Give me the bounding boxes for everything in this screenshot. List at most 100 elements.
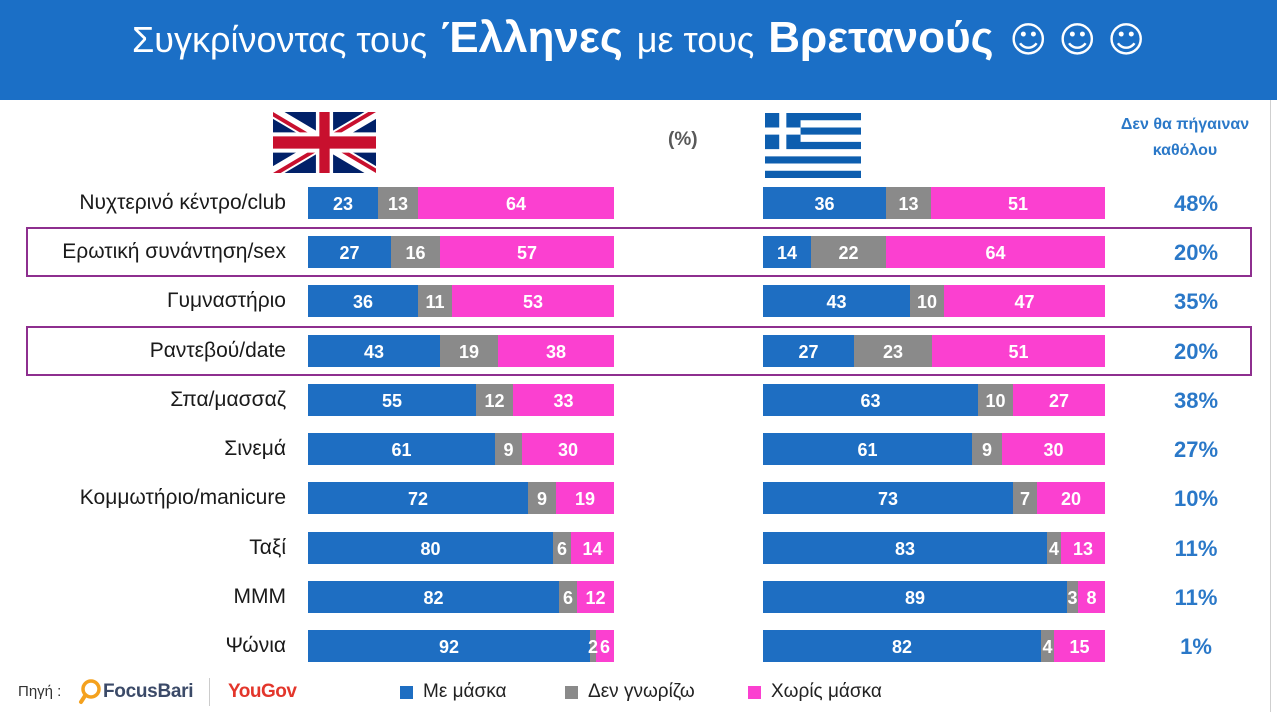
bar-value-label: 64: [505, 194, 527, 214]
bar-value-label: 82: [891, 636, 913, 657]
bar-value-label: 6: [599, 636, 611, 657]
bar-segment: [931, 187, 1105, 219]
stacked-bar-uk: 36 11 53: [308, 285, 614, 318]
yougov-logo: YouGov: [228, 681, 297, 702]
legend-swatch-blue: [400, 685, 413, 699]
bar-value-label: 47: [1014, 292, 1035, 313]
bar-segment: [1047, 531, 1061, 564]
bar-value-label: 12: [484, 390, 505, 411]
side-value: 11%: [1174, 535, 1218, 561]
bar-value-label: 61: [857, 440, 878, 461]
bar-value-label: 57: [516, 243, 538, 264]
bar-value-label: 6: [556, 538, 568, 559]
slide-edge-divider: [1270, 100, 1271, 712]
bar-value-label: 30: [557, 440, 579, 461]
legend-label: Χωρίς μάσκα: [771, 681, 882, 702]
category-label: Νυχτερινό κέντρο/club: [79, 191, 286, 214]
bar-segment: [763, 580, 1067, 613]
legend-item-dont-know: Δεν γνωρίζω: [565, 681, 695, 703]
legend-swatch-pink: [748, 685, 761, 699]
source-label: Πηγή :: [18, 683, 62, 700]
bar-value-label: 72: [407, 489, 429, 510]
category-label: Ψώνια: [225, 633, 286, 657]
bar-value-label: 8: [1086, 587, 1097, 608]
bar-value-label: 9: [503, 440, 514, 461]
bar-value-label: 16: [405, 243, 426, 264]
stacked-bar-greece: 27 23 51: [763, 334, 1105, 367]
category-label: Κομμωτήριο/manicure: [79, 486, 286, 510]
side-value: 1%: [1180, 633, 1212, 659]
side-value: 11%: [1174, 584, 1218, 610]
legend-label: Δεν γνωρίζω: [588, 681, 695, 702]
bar-value-label: 15: [1069, 636, 1090, 657]
bar-segment: [308, 285, 418, 318]
bar-segment: [513, 383, 614, 416]
stacked-bar-greece: 36 13 51: [763, 187, 1105, 219]
side-column-header: Δεν θα πήγαιναν καθόλου: [1100, 112, 1270, 164]
stacked-bar-greece: 73 7 20: [763, 482, 1105, 515]
category-label: Σινεμά: [224, 437, 286, 461]
bar-value-label: 30: [1043, 440, 1064, 461]
bar-value-label: 55: [381, 390, 403, 411]
highlight-box: [26, 325, 1252, 376]
bar-segment: [452, 285, 614, 318]
stacked-bar-uk: 43 19 38: [308, 334, 614, 367]
bar-value-label: 61: [391, 440, 412, 461]
category-label: ΜΜΜ: [233, 584, 286, 608]
bar-segment: [476, 383, 513, 416]
bar-value-label: 33: [553, 390, 574, 411]
title-greeks: Έλληνες: [441, 13, 623, 62]
bar-segment: [763, 187, 886, 219]
bar-segment: [854, 334, 932, 367]
bar-segment: [440, 334, 498, 367]
bar-segment: [1067, 580, 1078, 613]
bar-segment: [1078, 580, 1105, 613]
bar-segment: [1013, 482, 1037, 515]
bar-segment: [811, 236, 886, 269]
magnifier-icon: [79, 679, 101, 704]
slide-title: Συγκρίνοντας τους Έλληνες με τους Βρεταν…: [0, 0, 1277, 100]
bar-value-label: 13: [387, 194, 409, 214]
category-label: Ραντεβού/date: [149, 338, 286, 362]
bar-segment: [763, 629, 1041, 662]
bar-segment: [556, 482, 614, 515]
focusbari-logo: FocusBari: [78, 677, 194, 707]
title-text-comparing: Συγκρίνοντας τους: [132, 19, 428, 60]
bar-segment: [972, 433, 1002, 466]
smiley-icons: ☺ ☺ ☺: [1009, 20, 1145, 61]
logo-divider: [209, 678, 210, 706]
category-label: Ταξί: [249, 535, 286, 559]
bar-value-label: 27: [798, 341, 819, 362]
bar-segment: [886, 187, 931, 219]
bar-segment: [308, 236, 391, 269]
stacked-bar-uk: 61 9 30: [308, 433, 614, 466]
category-label: Ερωτική συνάντηση/sex: [62, 240, 286, 264]
bar-segment: [944, 285, 1105, 318]
stacked-bar-uk: 23 13 64: [308, 187, 614, 219]
highlight-box: [26, 227, 1252, 278]
bar-segment: [418, 187, 614, 219]
bar-segment: [308, 433, 495, 466]
legend-item-without-mask: Χωρίς μάσκα: [748, 681, 882, 703]
bar-segment: [308, 482, 528, 515]
bar-value-label: 92: [438, 636, 460, 657]
greece-flag-icon: [765, 113, 861, 178]
bar-segment: [528, 482, 556, 515]
stacked-bar-greece: 82 4 15: [763, 629, 1105, 662]
bar-value-label: 82: [423, 587, 444, 608]
bar-value-label: 9: [536, 489, 548, 510]
bar-segment: [596, 629, 614, 662]
stacked-bar-greece: 43 10 47: [763, 285, 1105, 318]
bar-value-label: 23: [332, 194, 354, 214]
bar-segment: [308, 629, 590, 662]
bar-segment: [763, 334, 854, 367]
bar-value-label: 10: [916, 292, 938, 313]
bar-value-label: 13: [1072, 538, 1094, 559]
bar-segment: [763, 531, 1047, 564]
bar-segment: [1061, 531, 1105, 564]
side-value: 48%: [1173, 191, 1219, 216]
bar-segment: [553, 531, 571, 564]
legend-swatch-gray: [565, 685, 578, 699]
